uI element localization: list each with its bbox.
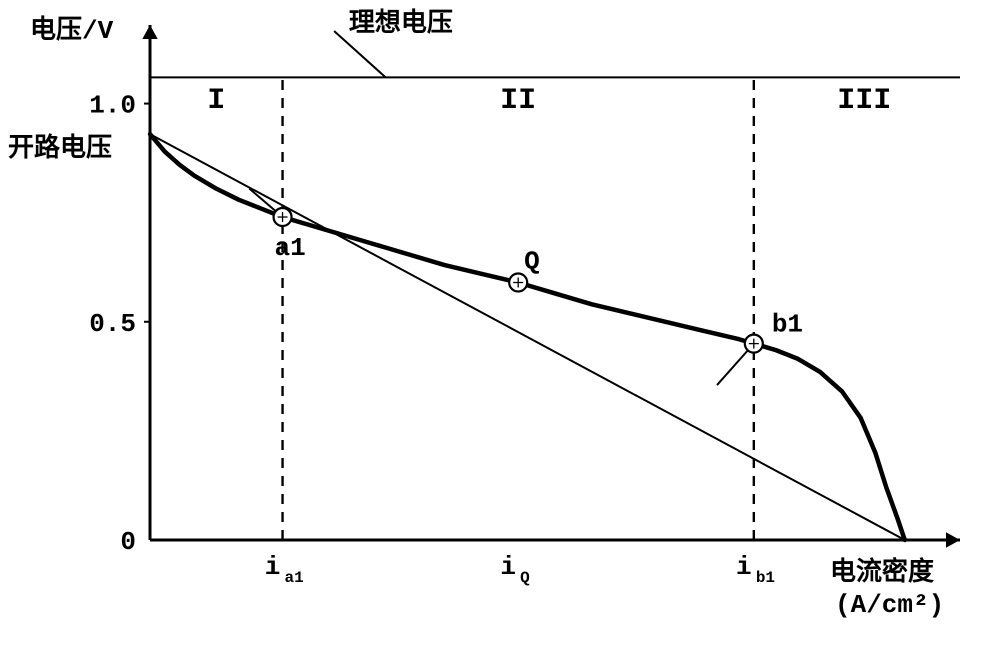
svg-text:a1: a1	[285, 569, 304, 587]
point-b1	[745, 335, 763, 353]
point-label-b1: b1	[772, 310, 803, 340]
point-a1	[274, 208, 292, 226]
polarization-curve-chart: 电压/V电流密度(A/cm²)00.51.0理想电压IIIIII开路电压a1Qb…	[0, 0, 999, 654]
svg-text:i: i	[736, 552, 752, 582]
svg-text:i: i	[500, 552, 516, 582]
y-tick-label: 0	[120, 527, 136, 557]
y-tick-label: 1.0	[89, 91, 136, 121]
point-label-Q: Q	[524, 247, 540, 277]
region-label: III	[837, 84, 891, 118]
svg-text:Q: Q	[520, 569, 530, 587]
x-axis-label-2: (A/cm²)	[835, 590, 944, 620]
point-label-a1: a1	[275, 233, 306, 263]
ideal-voltage-label: 理想电压	[349, 8, 453, 39]
y-axis-label: 电压/V	[30, 15, 114, 46]
x-axis-label-1: 电流密度	[830, 556, 934, 588]
svg-text:b1: b1	[756, 569, 775, 587]
region-label: II	[500, 84, 536, 118]
svg-text:i: i	[265, 552, 281, 582]
region-label: I	[207, 84, 225, 118]
y-tick-label: 0.5	[89, 309, 136, 339]
open-circuit-label: 开路电压	[8, 132, 112, 164]
